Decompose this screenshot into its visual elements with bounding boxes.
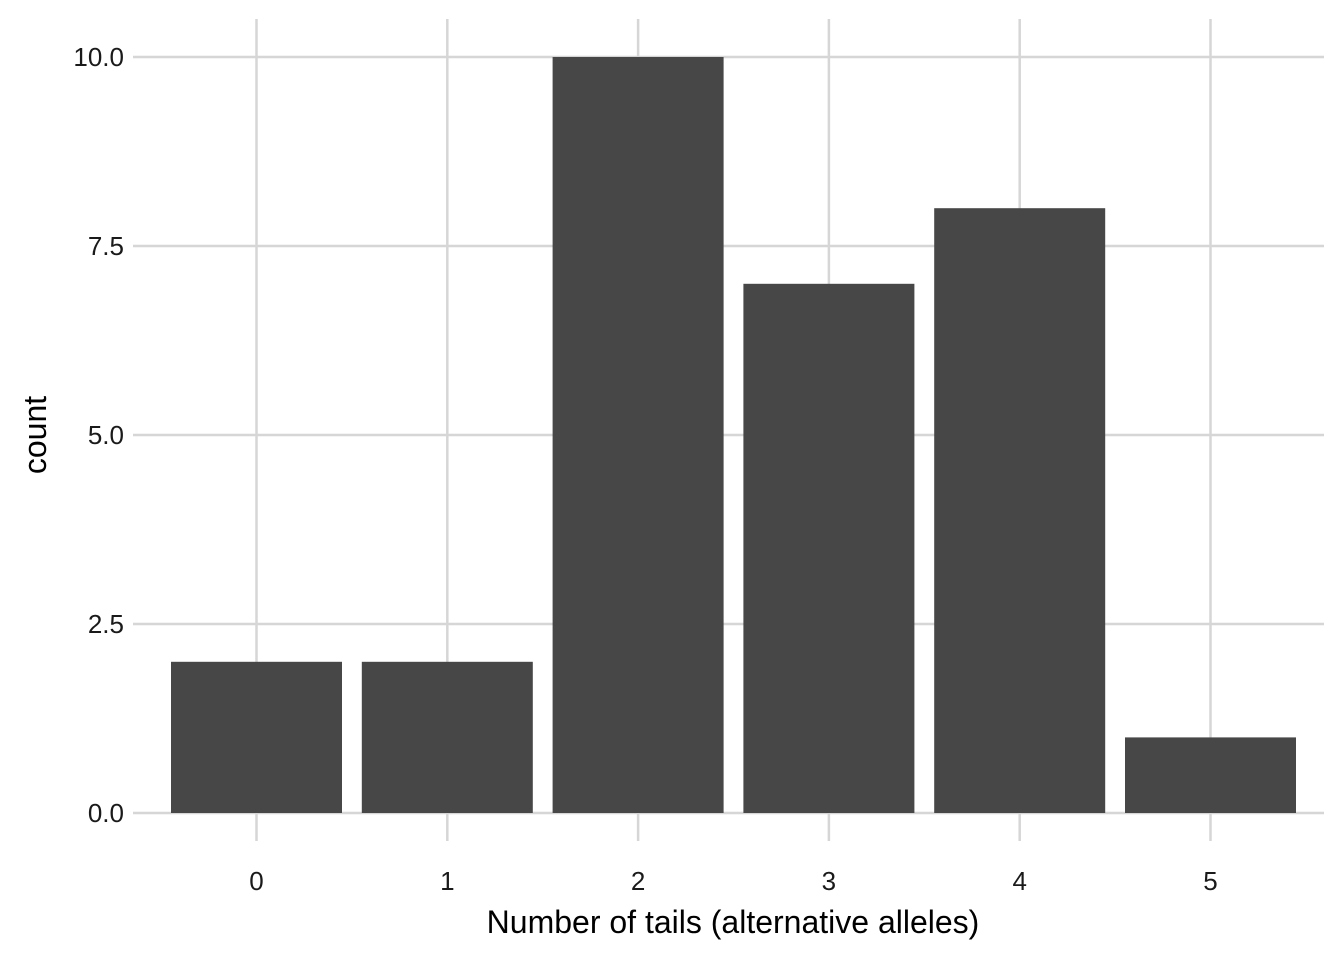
bar-1 bbox=[361, 661, 533, 813]
bar-0 bbox=[171, 661, 342, 813]
y-tick-label: 5.0 bbox=[88, 420, 124, 450]
x-tick-label: 4 bbox=[1012, 866, 1026, 896]
bar-5 bbox=[1125, 737, 1296, 813]
y-tick-label: 7.5 bbox=[88, 231, 124, 261]
x-tick-label: 1 bbox=[440, 866, 454, 896]
x-tick-label: 3 bbox=[822, 866, 836, 896]
bars bbox=[171, 57, 1296, 813]
y-tick-label: 0.0 bbox=[88, 798, 124, 828]
x-tick-label: 2 bbox=[631, 866, 645, 896]
x-tick-label: 5 bbox=[1203, 866, 1217, 896]
bar-4 bbox=[934, 208, 1106, 813]
y-tick-label: 10.0 bbox=[73, 42, 124, 72]
x-axis-ticks: 0 1 2 3 4 5 bbox=[249, 866, 1217, 896]
bar-3 bbox=[743, 283, 915, 813]
x-tick-label: 0 bbox=[249, 866, 263, 896]
bar-2 bbox=[552, 57, 724, 813]
y-axis-ticks: 0.0 2.5 5.0 7.5 10.0 bbox=[73, 42, 124, 828]
y-axis-title: count bbox=[17, 396, 53, 474]
y-tick-label: 2.5 bbox=[88, 609, 124, 639]
x-axis-title: Number of tails (alternative alleles) bbox=[487, 904, 980, 940]
